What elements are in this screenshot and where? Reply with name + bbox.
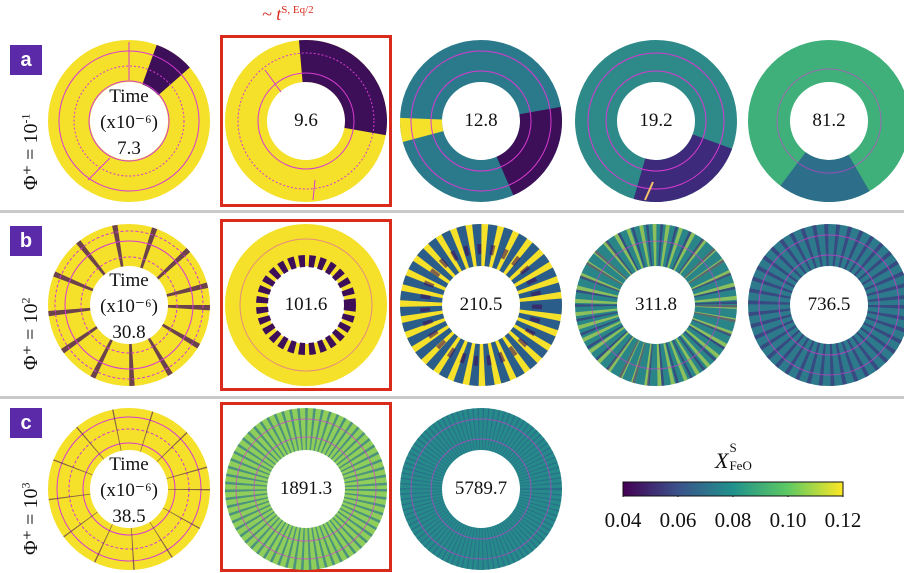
row-label-a: Φ⁺ = 10-1 [18, 114, 43, 190]
annulus-b-5 [748, 224, 904, 386]
time-label-title: Time [109, 270, 149, 291]
annulus-a-2 [225, 40, 387, 202]
row-label-a-exp: -1 [18, 113, 33, 124]
time-label-c-1: Time (x10⁻⁶) 38.5 [89, 452, 169, 530]
time-label-a-4: 19.2 [616, 108, 696, 134]
annulus-a-3 [400, 40, 562, 202]
annulus-b-3 [400, 224, 562, 386]
time-value: 7.3 [117, 138, 141, 159]
annulus-c-1 [48, 408, 210, 570]
colorbar-tick: 0.08 [714, 508, 752, 532]
time-label-b-1: Time (x10⁻⁶) 30.8 [89, 268, 169, 346]
annulus-a-5 [748, 40, 904, 202]
annulus-b-2 [225, 224, 387, 386]
time-value: 736.5 [807, 294, 851, 315]
colorbar-title-sub: FeO [729, 458, 752, 473]
annulus-b-4 [575, 224, 737, 386]
colorbar-tick: 0.10 [769, 508, 807, 532]
colorbar-tick: 0.06 [659, 508, 697, 532]
time-label-a-2: 9.6 [266, 108, 346, 134]
annulus-a-1 [48, 40, 210, 202]
time-value: 19.2 [639, 110, 673, 131]
time-value: 1891.3 [279, 478, 333, 499]
colorbar-tick: 0.12 [824, 508, 862, 532]
row-label-a-base: Φ⁺ = 10 [20, 123, 42, 190]
time-value: 12.8 [464, 110, 498, 131]
time-label-unit: (x10⁻⁶) [100, 480, 158, 501]
row-label-b: Φ⁺ = 102 [18, 298, 43, 370]
time-label-title: Time [109, 86, 149, 107]
highlight-box-b [220, 219, 392, 391]
panel-badge-a: a [10, 45, 42, 75]
annulus-c-3 [400, 408, 562, 570]
colorbar-title-sup: S [729, 440, 737, 455]
time-label-b-2: 101.6 [266, 292, 346, 318]
highlight-box-a [220, 35, 392, 207]
row-label-b-exp: 2 [18, 297, 33, 304]
colorbar-gradient [622, 481, 844, 497]
time-value: 311.8 [634, 294, 678, 315]
row-label-b-base: Φ⁺ = 10 [20, 303, 42, 370]
time-label-c-2: 1891.3 [266, 476, 346, 502]
time-value: 210.5 [459, 294, 503, 315]
time-value: 101.6 [284, 294, 328, 315]
colorbar-title-var: X [715, 448, 729, 473]
annulus-c-2 [225, 408, 387, 570]
colorbar [622, 481, 844, 497]
row-label-c-exp: 3 [18, 482, 33, 489]
time-label-unit: (x10⁻⁶) [100, 112, 158, 133]
row-label-c-base: Φ⁺ = 10 [20, 488, 42, 555]
colorbar-title: X S FeO [715, 440, 760, 474]
time-label-title: Time [109, 454, 149, 475]
time-value: 81.2 [812, 110, 846, 131]
row-label-c: Φ⁺ = 103 [18, 483, 43, 555]
eq-time-annotation: ~ tS, Eq/2 [262, 4, 314, 25]
time-label-unit: (x10⁻⁶) [100, 296, 158, 317]
time-label-b-3: 210.5 [441, 292, 521, 318]
row-divider-1 [0, 210, 904, 213]
time-label-c-3: 5789.7 [441, 476, 521, 502]
time-label-a-1: Time (x10⁻⁶) 7.3 [89, 84, 169, 162]
row-divider-2 [0, 396, 904, 399]
colorbar-ticks: 0.04 0.06 0.08 0.10 0.12 [605, 508, 862, 536]
highlight-box-c [220, 402, 392, 572]
time-label-b-4: 311.8 [616, 292, 696, 318]
time-value: 9.6 [294, 110, 318, 131]
time-label-b-5: 736.5 [789, 292, 869, 318]
colorbar-tick: 0.04 [604, 508, 642, 532]
time-value: 38.5 [112, 506, 146, 527]
time-value: 5789.7 [454, 478, 508, 499]
annotation-superscript: S, Eq/2 [281, 4, 314, 16]
panel-badge-c: c [10, 408, 42, 438]
annulus-a-4 [575, 40, 737, 202]
panel-badge-b: b [10, 226, 42, 256]
annulus-b-1 [48, 224, 210, 386]
time-label-a-3: 12.8 [441, 108, 521, 134]
time-value: 30.8 [112, 322, 146, 343]
time-label-a-5: 81.2 [789, 108, 869, 134]
annotation-prefix: ~ t [262, 4, 282, 24]
